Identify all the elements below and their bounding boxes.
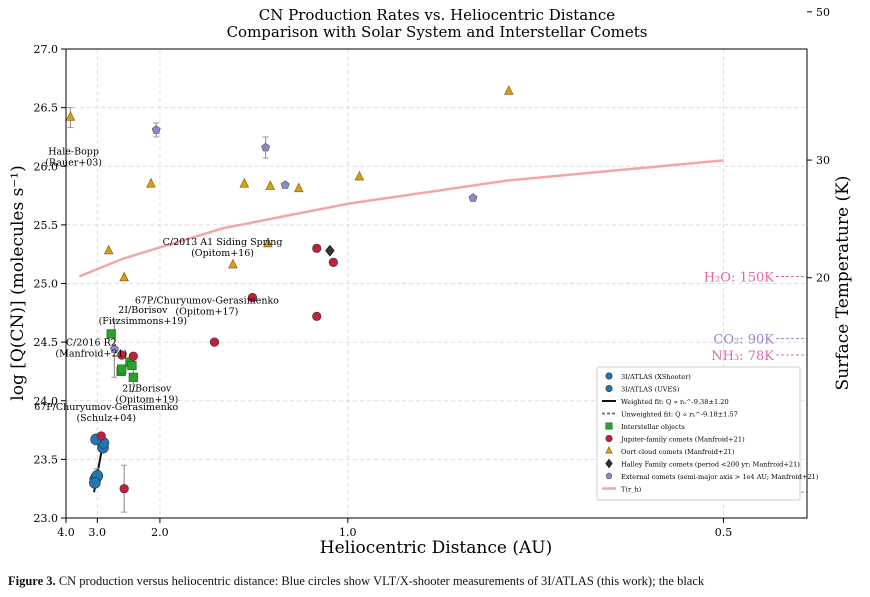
y2-tick-label: 20 <box>816 272 830 285</box>
caption-text: CN production versus heliocentric distan… <box>58 574 705 588</box>
data-point <box>312 243 322 253</box>
data-point <box>504 85 514 95</box>
data-point <box>109 344 119 353</box>
legend-swatch <box>605 372 613 380</box>
legend-swatch <box>605 434 613 442</box>
annotation-text: C/2016 R2 <box>66 338 117 349</box>
data-point <box>265 180 276 190</box>
annotation-text: Hale-Bopp <box>48 147 99 158</box>
annotation-text: (Manfroid+21) <box>55 349 127 360</box>
legend-box <box>596 366 801 501</box>
data-points <box>65 85 514 494</box>
data-point <box>261 142 271 152</box>
legend-label: Interstellar objects <box>621 423 685 431</box>
annotation-text: 67P/Churyumov-Gerasimenko <box>135 295 279 306</box>
data-point <box>146 177 156 188</box>
annotation-text: (Fitzsimmons+19) <box>99 316 188 327</box>
y2-tick-label: 50 <box>816 6 830 19</box>
data-point <box>209 337 220 347</box>
data-point <box>247 292 258 303</box>
data-point <box>96 431 106 441</box>
data-point <box>293 182 304 193</box>
x-tick-label: 4.0 <box>57 526 75 539</box>
ice-line-label: CO₂: 90K <box>713 333 774 348</box>
annotation-text: 2I/Borisov <box>122 383 172 394</box>
axes: 4.0 3.0 2.0 1.0 0.5 23.0 23.5 24.0 24.5 25.0 25.5 2… <box>34 6 831 539</box>
y-tick-label: 27.0 <box>34 43 59 56</box>
legend-swatch <box>605 472 613 479</box>
legend-label: Oort cloud comets (Manfroid+21) <box>621 448 735 456</box>
data-point <box>151 125 161 134</box>
data-point <box>106 329 116 339</box>
chart-subtitle: Comparison with Solar System and Interst… <box>227 23 648 41</box>
annotation-text: (Opitom+17) <box>175 306 238 317</box>
x-tick-label: 2.0 <box>151 526 169 539</box>
legend-label: 3I/ATLAS (XShooter) <box>621 373 691 381</box>
data-point <box>117 350 127 360</box>
figure-caption: Figure 3. CN production versus heliocent… <box>8 574 864 589</box>
legend-label: Weighted fit: Q ∝ rₕ^-9.38±1.20 <box>621 398 729 406</box>
y-tick-label: 26.5 <box>34 102 59 115</box>
annotation-text: 67P/Churyumov-Gerasimenko <box>34 402 178 413</box>
x-axis-label: Heliocentric Distance (AU) <box>320 538 552 558</box>
legend-swatch <box>605 458 613 469</box>
data-point <box>280 180 290 189</box>
legend-label: External comets (semi-major axis > 1e4 A… <box>621 473 819 481</box>
chart: CN Production Rates vs. Heliocentric Dis… <box>8 6 853 558</box>
data-point <box>228 258 238 269</box>
annotation-text: (Opitom+16) <box>191 248 254 259</box>
data-point <box>89 477 101 489</box>
caption-label: Figure 3. <box>8 574 56 588</box>
data-point <box>65 111 76 121</box>
legend-label: 3I/ATLAS (UVES) <box>621 386 680 394</box>
y2-tick-label: 30 <box>816 154 830 167</box>
annotation-text: (Schulz+04) <box>76 413 136 424</box>
y-tick-label: 24.0 <box>34 395 59 408</box>
data-point <box>117 364 127 374</box>
annotation-text: (Rauer+03) <box>45 158 102 169</box>
legend: 3I/ATLAS (XShooter) 3I/ATLAS (UVES) Weight… <box>596 366 819 501</box>
y2-axis-label: Surface Temperature (K) <box>833 176 853 391</box>
x-tick-label: 3.0 <box>89 526 107 539</box>
chart-title: CN Production Rates vs. Heliocentric Dis… <box>259 6 616 24</box>
data-point <box>263 237 273 248</box>
x-tick-label: 1.0 <box>339 526 357 539</box>
data-point <box>119 484 129 494</box>
y-axis-label: log [Q(CN)] (molecules s⁻¹) <box>8 165 28 400</box>
y-tick-label: 23.0 <box>34 512 59 525</box>
data-point <box>325 244 335 257</box>
data-point <box>312 311 322 321</box>
annotation-text: C/2013 A1 Siding Spring <box>163 237 283 248</box>
annotations: Hale-Bopp(Rauer+03)2I/Borisov(Fitzsimmon… <box>34 147 282 425</box>
data-point <box>354 170 365 181</box>
ice-line-label: NH₃: 78K <box>711 349 774 364</box>
y-tick-label: 23.5 <box>34 453 59 466</box>
annotation-text: 2I/Borisov <box>118 305 168 316</box>
temperature-curve <box>78 159 724 278</box>
ice-line-label: H₂O: 150K <box>704 270 775 285</box>
legend-label: Jupiter-family comets (Manfroid+21) <box>620 436 745 444</box>
data-point <box>128 351 138 361</box>
legend-label: Unweighted fit: Q ∝ rₕ^-9.18±1.57 <box>621 411 738 419</box>
data-point <box>103 244 114 255</box>
legend-swatch <box>605 384 613 392</box>
data-point <box>128 372 138 382</box>
y-tick-label: 24.5 <box>34 336 59 349</box>
legend-swatch <box>605 446 613 454</box>
y-tick-label: 25.0 <box>34 278 59 291</box>
data-point <box>119 271 129 282</box>
legend-swatch <box>605 422 613 430</box>
y-tick-label: 25.5 <box>34 219 59 232</box>
data-point <box>239 177 250 188</box>
data-point <box>328 257 338 267</box>
legend-label: Halley Family comets (period <200 yr; Ma… <box>621 461 800 469</box>
annotation-text: (Opitom+19) <box>115 394 178 405</box>
data-point <box>468 193 478 202</box>
y-tick-label: 26.0 <box>34 160 59 173</box>
legend-label: T(r_h) <box>621 486 642 494</box>
data-point <box>127 360 137 371</box>
x-tick-label: 0.5 <box>715 526 733 539</box>
